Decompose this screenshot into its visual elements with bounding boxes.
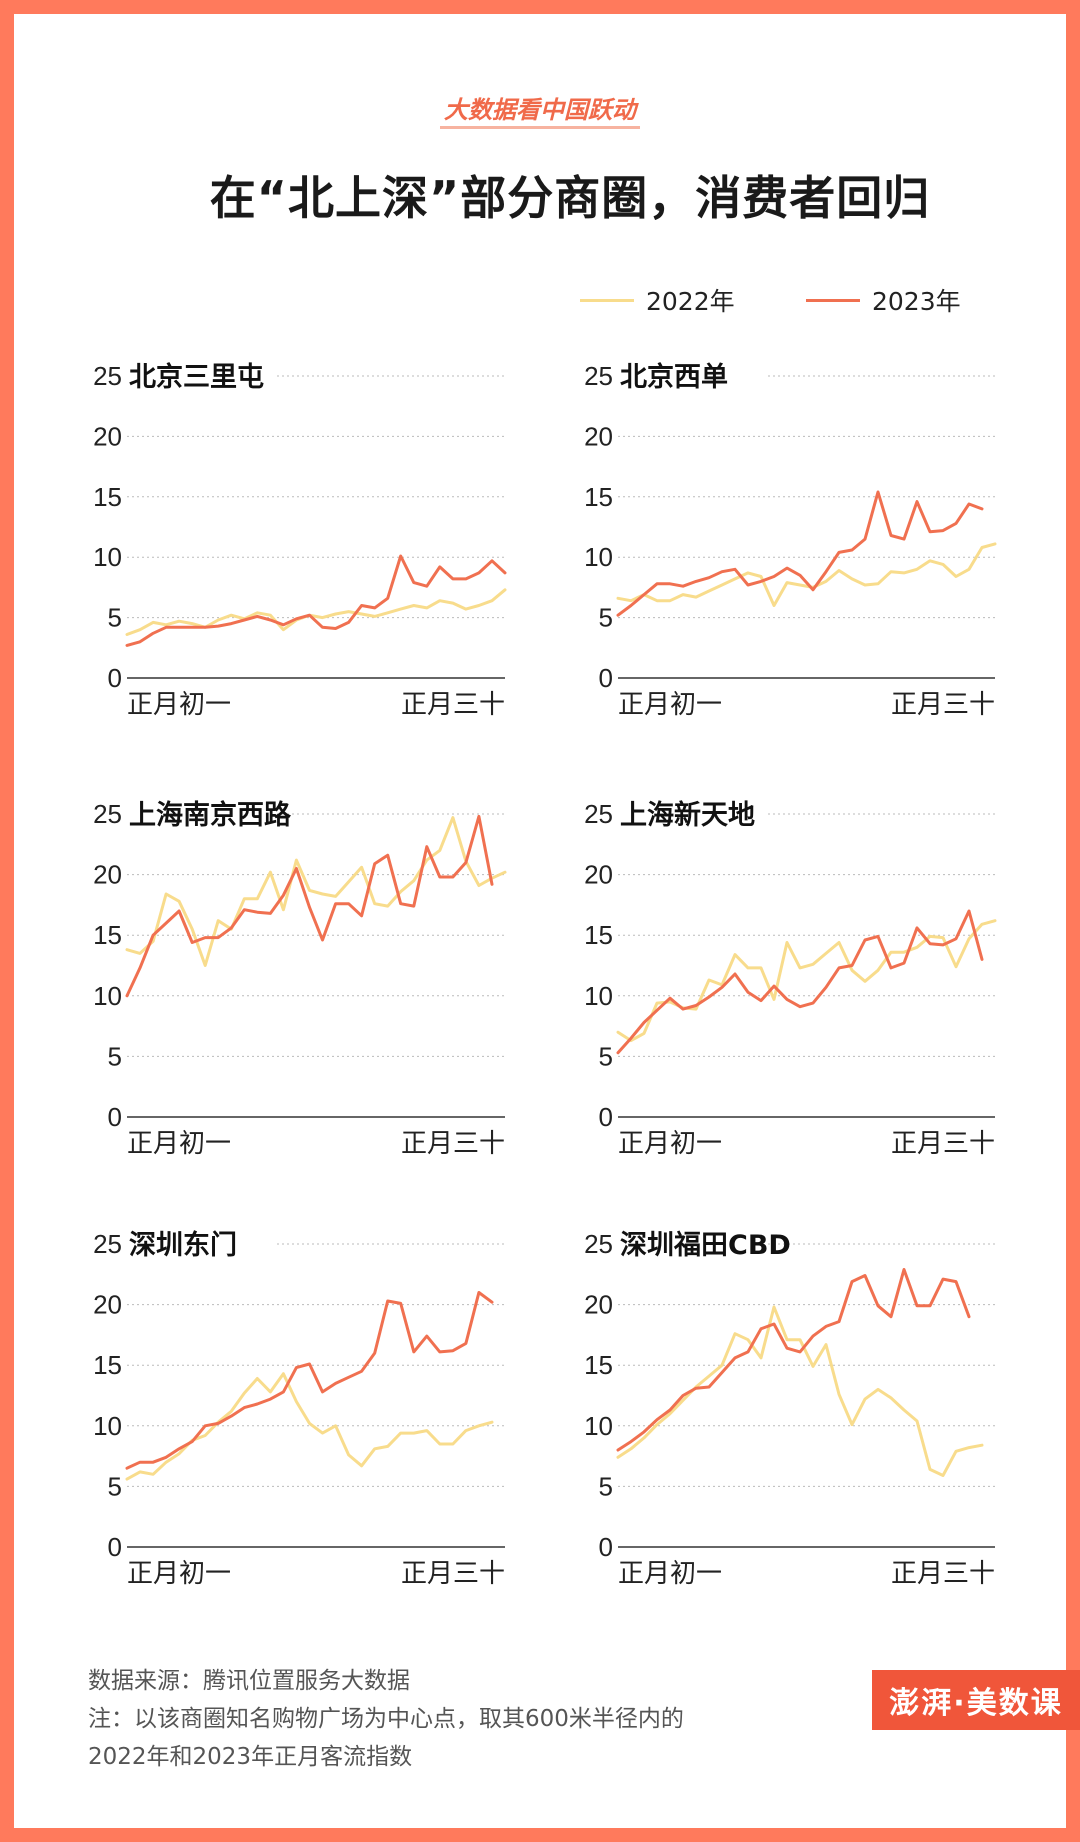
- y-tick-label: 0: [599, 663, 613, 693]
- y-tick-label: 0: [108, 1532, 122, 1562]
- y-tick-label: 0: [599, 1532, 613, 1562]
- legend-swatch-2022: [580, 298, 634, 302]
- y-tick-label: 25: [93, 799, 122, 829]
- y-tick-label: 10: [584, 981, 613, 1011]
- y-tick-label: 15: [93, 1350, 122, 1380]
- y-tick-label: 5: [599, 603, 613, 633]
- x-label-start: 正月初一: [618, 690, 722, 720]
- series-line-2023: [125, 814, 494, 998]
- series-line-2023: [616, 490, 984, 617]
- y-tick-label: 20: [584, 421, 613, 451]
- y-tick-label: 20: [584, 860, 613, 890]
- x-label-start: 正月初一: [618, 1559, 722, 1589]
- legend-label-2023: 2023年: [872, 287, 961, 316]
- panel-title: 北京三里屯: [129, 361, 264, 393]
- panel-title: 深圳福田CBD: [620, 1230, 791, 1261]
- x-label-start: 正月初一: [127, 1559, 231, 1589]
- panel-title: 深圳东门: [129, 1229, 237, 1261]
- x-label-end: 正月三十: [401, 690, 505, 720]
- x-label-end: 正月三十: [401, 1559, 505, 1589]
- y-tick-label: 20: [93, 860, 122, 890]
- series-line-2023: [125, 554, 507, 647]
- series-line-2023: [616, 1268, 971, 1452]
- brand-logo: 澎湃·美数课: [872, 1670, 1080, 1730]
- y-tick-label: 5: [108, 1041, 122, 1071]
- page-title: 在“北上深”部分商圈，消费者回归: [209, 171, 931, 225]
- legend-item-2022: 2022年: [580, 282, 735, 318]
- x-label-start: 正月初一: [127, 1129, 231, 1159]
- y-tick-label: 5: [108, 1471, 122, 1501]
- y-tick-label: 25: [93, 1229, 122, 1259]
- y-tick-label: 10: [93, 542, 122, 572]
- y-tick-label: 25: [584, 799, 613, 829]
- y-tick-label: 20: [93, 421, 122, 451]
- y-tick-label: 10: [584, 1411, 613, 1441]
- y-tick-label: 10: [93, 1411, 122, 1441]
- x-label-end: 正月三十: [891, 690, 995, 720]
- x-label-end: 正月三十: [401, 1129, 505, 1159]
- legend-swatch-2023: [806, 298, 860, 302]
- series-line-2022: [616, 919, 997, 1043]
- y-tick-label: 5: [108, 603, 122, 633]
- y-tick-label: 0: [108, 1102, 122, 1132]
- y-tick-label: 15: [93, 920, 122, 950]
- source-text: 数据来源：腾讯位置服务大数据: [88, 1668, 410, 1694]
- kicker-label: 大数据看中国跃动: [0, 90, 1080, 129]
- y-tick-label: 0: [599, 1102, 613, 1132]
- y-tick-label: 5: [599, 1471, 613, 1501]
- legend-label-2022: 2022年: [646, 287, 735, 316]
- x-label-end: 正月三十: [891, 1559, 995, 1589]
- x-label-end: 正月三十: [891, 1129, 995, 1159]
- series-line-2022: [125, 1372, 494, 1481]
- y-tick-label: 10: [93, 981, 122, 1011]
- y-tick-label: 20: [93, 1290, 122, 1320]
- note-line-2: 2022年和2023年正月客流指数: [88, 1744, 413, 1770]
- x-label-start: 正月初一: [618, 1129, 722, 1159]
- series-line-2022: [125, 588, 507, 636]
- y-tick-label: 25: [93, 361, 122, 391]
- y-tick-label: 15: [584, 482, 613, 512]
- y-tick-label: 15: [584, 920, 613, 950]
- y-tick-label: 15: [584, 1350, 613, 1380]
- series-line-2022: [616, 1305, 984, 1477]
- y-tick-label: 25: [584, 361, 613, 391]
- panel-title: 上海南京西路: [129, 799, 292, 831]
- series-line-2023: [125, 1291, 494, 1470]
- y-tick-label: 15: [93, 482, 122, 512]
- legend-item-2023: 2023年: [806, 282, 961, 318]
- panel-title: 北京西单: [620, 361, 728, 393]
- y-tick-label: 20: [584, 1290, 613, 1320]
- y-tick-label: 0: [108, 663, 122, 693]
- note-line-1: 注：以该商圈知名购物广场为中心点，取其600米半径内的: [88, 1706, 684, 1732]
- y-tick-label: 25: [584, 1229, 613, 1259]
- y-tick-label: 10: [584, 542, 613, 572]
- legend: 2022年 2023年: [580, 282, 1000, 316]
- kicker-text: 大数据看中国跃动: [440, 96, 640, 129]
- panel-title: 上海新天地: [620, 799, 755, 831]
- series-line-2023: [616, 909, 984, 1055]
- y-tick-label: 5: [599, 1041, 613, 1071]
- x-label-start: 正月初一: [127, 690, 231, 720]
- footer-source: 数据来源：腾讯位置服务大数据 注：以该商圈知名购物广场为中心点，取其600米半径…: [88, 1662, 684, 1776]
- series-line-2022: [125, 816, 507, 967]
- series-line-2022: [616, 542, 997, 607]
